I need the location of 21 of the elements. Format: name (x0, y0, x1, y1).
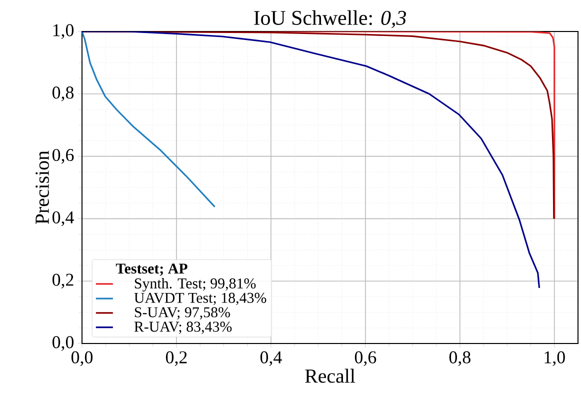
x-tick-label: 1,0 (544, 351, 565, 366)
x-tick-label: 0,8 (449, 351, 470, 366)
legend-title: Testset; AP (116, 264, 188, 276)
legend-label: UAVDT Test; 18,43% (134, 292, 266, 306)
chart-title: IoU Schwelle: 0,3 (254, 10, 406, 28)
legend-label: R-UAV; 83,43% (134, 322, 232, 334)
legend-label: Synth. Test; 99,81% (134, 278, 256, 292)
y-axis-title: Precision (36, 150, 49, 224)
y-tick-label: 0,8 (52, 86, 74, 102)
y-tick-label: 0,2 (52, 274, 74, 288)
x-axis-title: Recall (305, 368, 356, 383)
x-tick-label: 0,4 (260, 351, 282, 366)
y-tick-label: 0,4 (52, 211, 74, 226)
x-tick-label: 0,2 (166, 351, 187, 366)
legend-label: S-UAV; 97,58% (134, 307, 230, 320)
line-series (82, 31, 216, 208)
y-tick-label: 0,6 (52, 148, 74, 164)
x-tick-label: 0,0 (71, 351, 93, 366)
y-tick-label: 1,0 (53, 24, 74, 39)
x-tick-label: 0,6 (354, 351, 376, 366)
y-tick-label: 0,0 (52, 336, 74, 351)
